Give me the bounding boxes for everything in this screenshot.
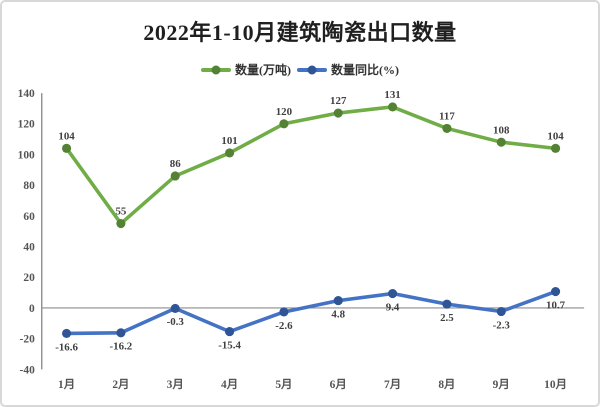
series-line-0 xyxy=(64,105,558,226)
legend-marker-icon xyxy=(307,65,317,74)
legend-swatch-green xyxy=(201,65,231,74)
data-point xyxy=(333,296,343,306)
data-label: 131 xyxy=(384,89,400,101)
data-point xyxy=(279,307,289,317)
series-line-1 xyxy=(64,289,558,336)
y-tick-label: 100 xyxy=(18,149,35,161)
legend-item-quantity: 数量(万吨) xyxy=(201,61,291,78)
legend-item-yoy: 数量同比(%) xyxy=(297,61,399,78)
data-label: -15.4 xyxy=(218,339,241,351)
data-point xyxy=(551,143,561,153)
y-tick-label: 20 xyxy=(23,272,35,284)
data-point xyxy=(225,148,235,158)
x-category-label: 7月 xyxy=(384,378,401,391)
y-tick-label: 0 xyxy=(29,303,35,315)
data-label: 120 xyxy=(276,106,293,118)
x-category-label: 10月 xyxy=(544,378,567,391)
data-point xyxy=(116,328,126,338)
data-point xyxy=(496,306,506,317)
data-label: 2.5 xyxy=(440,312,454,324)
x-category-label: 3月 xyxy=(167,378,184,391)
data-label: 108 xyxy=(493,124,510,136)
data-point xyxy=(551,286,561,297)
data-point xyxy=(170,171,180,181)
data-label: 127 xyxy=(330,95,347,107)
y-tick-label: 60 xyxy=(23,211,35,223)
legend-label-quantity: 数量(万吨) xyxy=(235,63,291,77)
data-point xyxy=(388,288,398,299)
x-category-label: 2月 xyxy=(112,378,129,391)
data-point xyxy=(333,108,343,118)
data-label: -16.2 xyxy=(110,341,133,353)
data-point xyxy=(116,218,126,229)
data-label: 9.4 xyxy=(386,301,400,313)
y-tick-label: 140 xyxy=(18,88,35,100)
data-label: 86 xyxy=(170,158,181,170)
legend-marker-icon xyxy=(211,65,221,74)
data-point xyxy=(442,299,452,309)
data-label: -2.6 xyxy=(275,320,293,332)
chart-title: 2022年1-10月建筑陶瓷出口数量 xyxy=(143,20,457,45)
data-point xyxy=(442,123,452,133)
data-label: 10.7 xyxy=(546,299,566,311)
legend: 数量(万吨) 数量同比(%) xyxy=(2,61,598,78)
x-category-label: 6月 xyxy=(330,378,347,391)
y-tick-label: 120 xyxy=(18,119,35,131)
data-point xyxy=(61,143,72,153)
data-label: -0.3 xyxy=(167,316,185,328)
legend-label-yoy: 数量同比(%) xyxy=(331,63,399,77)
y-tick-label: -20 xyxy=(20,334,36,346)
data-label: -2.3 xyxy=(493,319,511,331)
data-point xyxy=(496,137,506,147)
data-label: 104 xyxy=(58,130,75,142)
x-category-label: 5月 xyxy=(275,378,292,391)
x-category-label: 8月 xyxy=(438,378,455,391)
data-point xyxy=(170,303,180,313)
data-label: 55 xyxy=(115,206,126,218)
y-tick-label: 80 xyxy=(23,180,35,192)
y-tick-label: 40 xyxy=(23,242,35,254)
data-point xyxy=(225,327,235,337)
data-point xyxy=(61,328,72,338)
x-category-label: 1月 xyxy=(58,378,75,391)
data-label: -16.6 xyxy=(55,341,78,353)
data-point xyxy=(279,119,289,129)
data-label: 104 xyxy=(547,130,564,142)
data-label: 117 xyxy=(439,110,455,122)
data-label: 4.8 xyxy=(331,308,345,320)
x-category-label: 4月 xyxy=(221,378,238,391)
data-point xyxy=(388,102,398,112)
data-label: 101 xyxy=(221,135,237,147)
legend-swatch-blue xyxy=(297,65,327,74)
x-category-label: 9月 xyxy=(493,378,510,391)
y-tick-label: -40 xyxy=(20,364,36,376)
